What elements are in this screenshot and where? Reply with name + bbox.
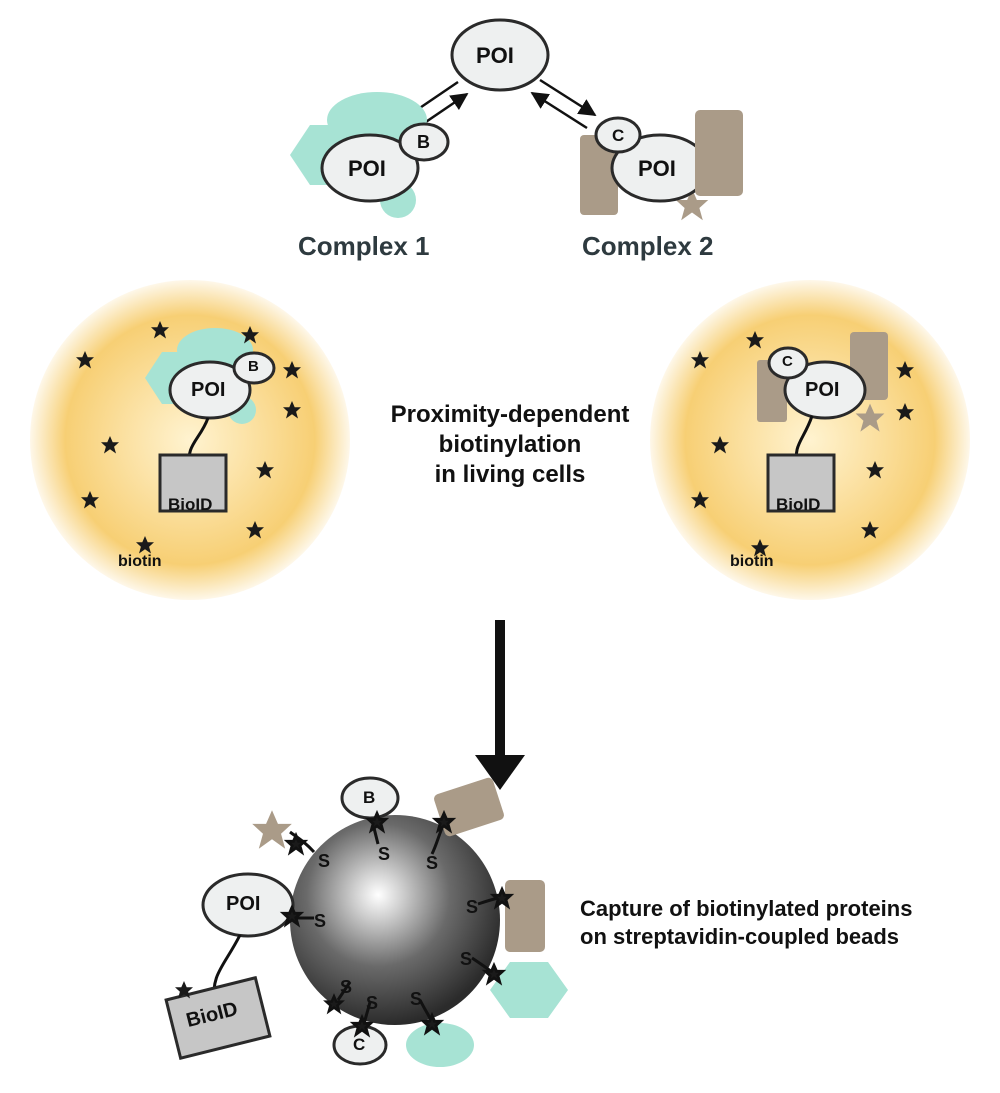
complex2-c-label: C <box>612 125 624 146</box>
s-label-5: S <box>460 948 472 971</box>
complex1-caption: Complex 1 <box>298 230 430 263</box>
s-label-8: S <box>340 976 352 999</box>
capture-caption: Capture of biotinylated proteins on stre… <box>580 895 980 950</box>
cloud-left-bioid: BioID <box>168 494 212 515</box>
complex1-b-label: B <box>417 131 430 154</box>
s-label-2: S <box>378 843 390 866</box>
poi-top-label: POI <box>476 42 514 70</box>
cloud-right-poi: POI <box>805 378 839 403</box>
s-label-6: S <box>410 988 422 1011</box>
bead-b-label: B <box>363 787 375 808</box>
complex2-caption: Complex 2 <box>582 230 714 263</box>
cloud-right-c: C <box>782 353 793 372</box>
section-caption: Proximity-dependent biotinylation in liv… <box>360 400 660 490</box>
cloud-right <box>650 280 970 600</box>
complex2-poi-label: POI <box>638 155 676 183</box>
top-section <box>290 20 743 220</box>
s-label-7: S <box>366 992 378 1015</box>
bead-poi-label: POI <box>226 892 260 917</box>
cloud-left-poi: POI <box>191 378 225 403</box>
s-label-1: S <box>318 850 330 873</box>
cloud-left-biotin: biotin <box>118 552 162 572</box>
bead-c-label: C <box>353 1034 365 1055</box>
diagram-canvas: POI POI B Complex 1 POI C Complex 2 Prox… <box>0 0 1000 1093</box>
s-label-9: S <box>314 910 326 933</box>
s-label-3: S <box>426 852 438 875</box>
big-arrow <box>475 620 525 790</box>
cloud-left <box>30 280 350 600</box>
complex1-poi-label: POI <box>348 155 386 183</box>
cloud-left-b: B <box>248 358 259 377</box>
cloud-right-biotin: biotin <box>730 552 774 572</box>
s-label-4: S <box>466 896 478 919</box>
cloud-right-bioid: BioID <box>776 494 820 515</box>
